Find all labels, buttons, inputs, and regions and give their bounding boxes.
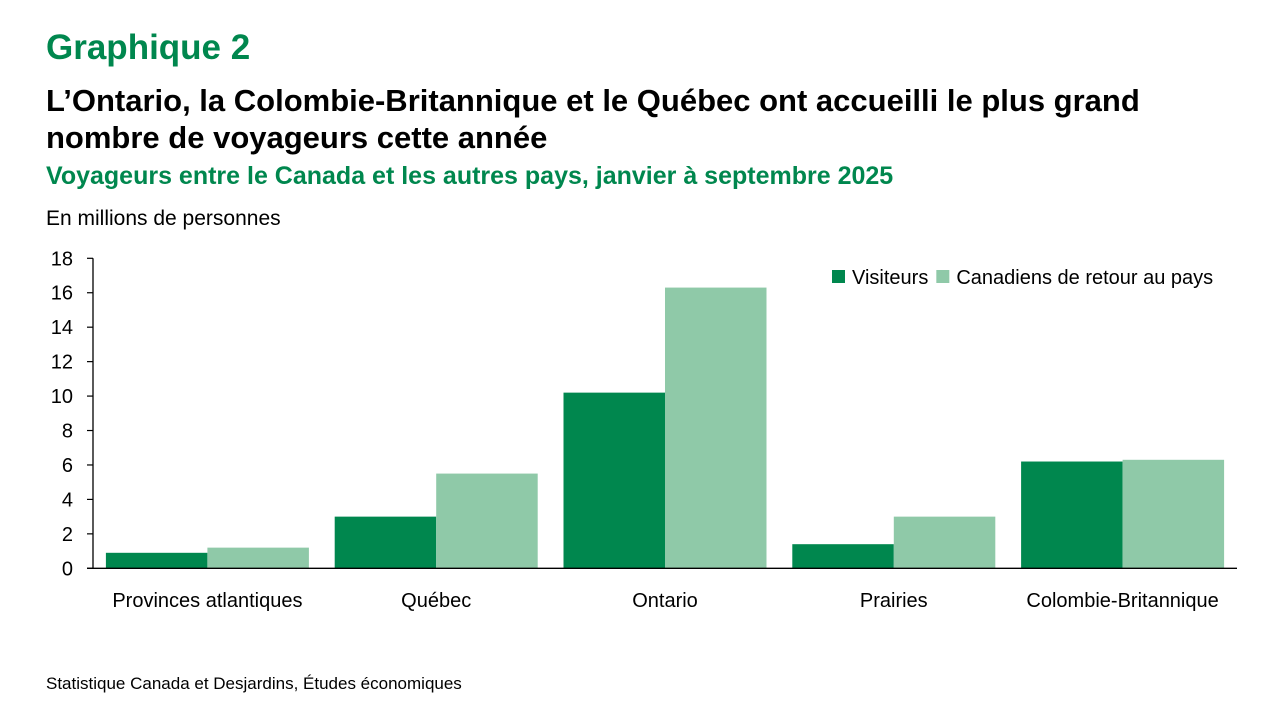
bar-canadiens-0	[207, 547, 309, 569]
bar-canadiens-4	[1122, 459, 1225, 569]
legend-swatch	[936, 270, 950, 283]
x-tick-label: Québec	[401, 590, 471, 612]
chart-title: L’Ontario, la Colombie-Britannique et le…	[46, 83, 1140, 155]
chart-label: Graphique 2	[46, 28, 251, 67]
legend-label: Visiteurs	[852, 267, 928, 289]
bar-visiteurs-1	[334, 516, 437, 569]
bar-visiteurs-0	[105, 552, 208, 569]
legend-label: Canadiens de retour au pays	[956, 267, 1213, 289]
y-tick-label: 6	[62, 455, 73, 477]
chart-subtitle: Voyageurs entre le Canada et les autres …	[46, 162, 894, 190]
x-tick-label: Colombie-Britannique	[1026, 590, 1218, 612]
bar-visiteurs-4	[1021, 461, 1123, 569]
y-tick-label: 12	[51, 352, 73, 374]
bar-canadiens-1	[436, 473, 538, 569]
x-tick-label: Ontario	[632, 590, 698, 612]
y-tick-label: 8	[62, 421, 73, 443]
y-tick-label: 16	[51, 283, 73, 305]
y-axis-label: En millions de personnes	[46, 207, 281, 230]
y-tick-label: 14	[51, 317, 73, 339]
y-tick-label: 2	[62, 524, 73, 546]
y-tick-label: 4	[62, 489, 73, 511]
y-tick-label: 0	[62, 558, 73, 580]
bar-visiteurs-3	[792, 544, 894, 569]
bar-canadiens-2	[665, 287, 767, 569]
y-tick-label: 10	[51, 386, 73, 408]
bar-canadiens-3	[893, 516, 996, 569]
bar-visiteurs-2	[563, 392, 665, 569]
legend-swatch	[832, 270, 845, 283]
source-note: Statistique Canada et Desjardins, Études…	[46, 674, 462, 693]
x-tick-label: Prairies	[860, 590, 928, 612]
x-tick-label: Provinces atlantiques	[112, 590, 302, 612]
y-tick-label: 18	[51, 248, 73, 270]
